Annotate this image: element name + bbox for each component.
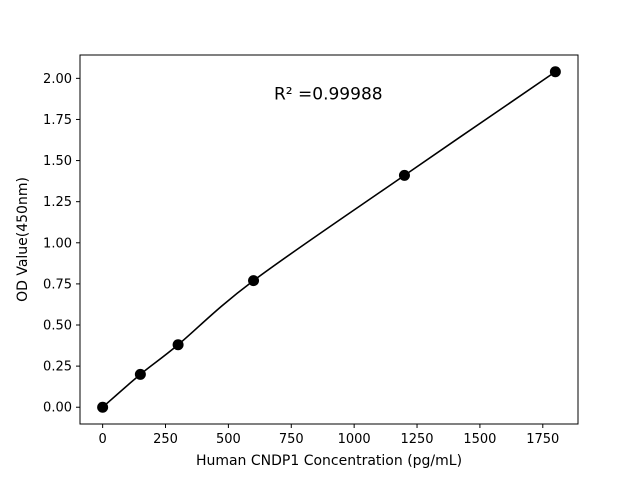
y-tick-label: 0.00: [43, 401, 72, 416]
x-axis-label: Human CNDP1 Concentration (pg/mL): [196, 453, 462, 469]
data-point: [172, 339, 184, 351]
data-point: [134, 368, 146, 380]
y-tick-label: 1.75: [43, 113, 72, 128]
y-tick-label: 1.00: [43, 236, 72, 251]
x-tick-label: 1000: [338, 432, 371, 447]
plot-border: [79, 54, 579, 425]
x-tick-label: 500: [216, 432, 241, 447]
y-axis-label: OD Value(450nm): [15, 177, 31, 302]
y-tick-label: 1.25: [43, 195, 72, 210]
x-tick-label: 250: [153, 432, 178, 447]
data-point: [248, 275, 260, 287]
data-point: [398, 169, 410, 181]
y-tick-label: 0.75: [43, 277, 72, 292]
x-tick-label: 0: [98, 432, 106, 447]
y-tick-label: 0.25: [43, 360, 72, 375]
x-tick-label: 1500: [463, 432, 496, 447]
data-point: [549, 66, 561, 78]
x-tick-label: 750: [279, 432, 304, 447]
y-tick-label: 1.50: [43, 154, 72, 169]
data-point: [97, 401, 109, 413]
x-tick-label: 1750: [526, 432, 559, 447]
plot-area: [80, 55, 578, 424]
x-tick-label: 1250: [400, 432, 433, 447]
r-squared-annotation: R² =0.99988: [274, 85, 383, 105]
y-tick-label: 2.00: [43, 72, 72, 87]
y-tick-label: 0.50: [43, 319, 72, 334]
